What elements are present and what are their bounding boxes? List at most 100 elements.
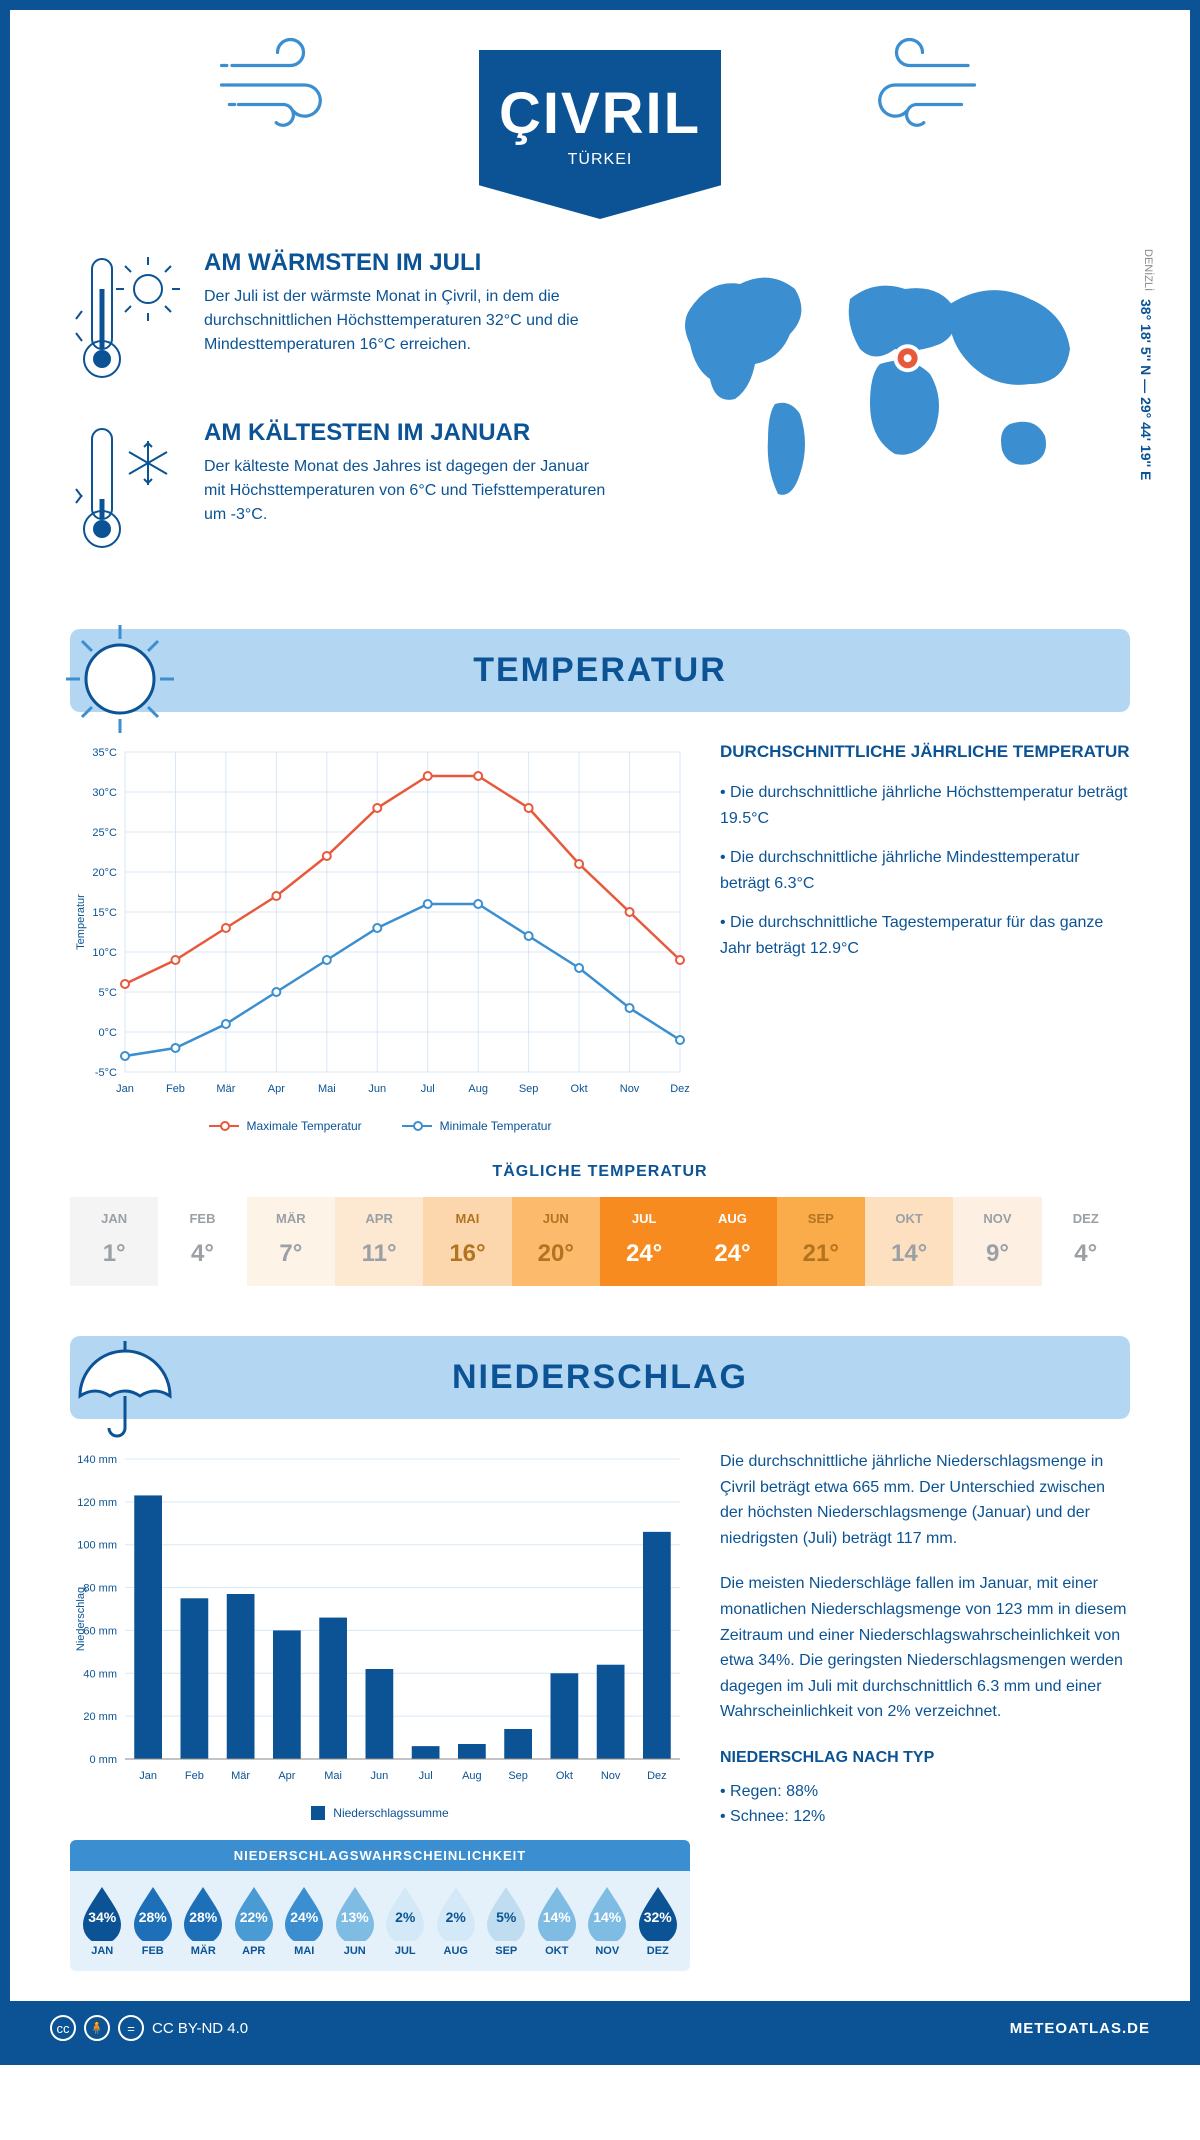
svg-text:30°C: 30°C: [92, 787, 117, 799]
temp-stats-title: DURCHSCHNITTLICHE JÄHRLICHE TEMPERATUR: [720, 742, 1130, 762]
daily-cell: OKT14°: [865, 1197, 953, 1286]
daily-cell: AUG24°: [688, 1197, 776, 1286]
by-icon: 🧍: [84, 2015, 110, 2041]
prob-cell: 14%OKT: [533, 1885, 582, 1957]
svg-text:Jun: Jun: [371, 1770, 389, 1782]
temp-stat-3: • Die durchschnittliche Tagestemperatur …: [720, 910, 1130, 961]
svg-text:0°C: 0°C: [99, 1027, 118, 1039]
prob-cell: 28%FEB: [129, 1885, 178, 1957]
svg-text:35°C: 35°C: [92, 747, 117, 759]
svg-text:Jan: Jan: [116, 1083, 134, 1095]
daily-temp-title: TÄGLICHE TEMPERATUR: [70, 1163, 1130, 1181]
wind-icon: [219, 30, 349, 140]
svg-text:40 mm: 40 mm: [83, 1668, 117, 1680]
cc-icon: cc: [50, 2015, 76, 2041]
legend-precip: Niederschlagssumme: [333, 1806, 448, 1820]
fact-warm-title: AM WÄRMSTEN IM JULI: [204, 249, 610, 277]
svg-text:20 mm: 20 mm: [83, 1711, 117, 1723]
fact-warm-text: Der Juli ist der wärmste Monat in Çivril…: [204, 285, 610, 357]
daily-cell: MAI16°: [423, 1197, 511, 1286]
precip-type-title: NIEDERSCHLAG NACH TYP: [720, 1745, 1130, 1771]
prob-cell: 2%AUG: [432, 1885, 481, 1957]
prob-cell: 5%SEP: [482, 1885, 531, 1957]
svg-text:Niederschlag: Niederschlag: [75, 1587, 87, 1651]
svg-text:Okt: Okt: [571, 1083, 588, 1095]
precip-p1: Die durchschnittliche jährliche Niedersc…: [720, 1449, 1130, 1551]
svg-text:Mär: Mär: [216, 1083, 235, 1095]
svg-text:15°C: 15°C: [92, 907, 117, 919]
svg-text:Nov: Nov: [601, 1770, 621, 1782]
temperature-title: TEMPERATUR: [473, 651, 727, 689]
svg-text:5°C: 5°C: [99, 987, 118, 999]
daily-cell: JUL24°: [600, 1197, 688, 1286]
fact-cold-title: AM KÄLTESTEN IM JANUAR: [204, 419, 610, 447]
precip-bar-chart: 0 mm 20 mm 40 mm 60 mm 80 mm 100 mm 120 mm 140 …: [70, 1449, 690, 1789]
svg-text:Jan: Jan: [139, 1770, 157, 1782]
country-label: TÜRKEI: [499, 151, 701, 169]
prob-cell: 34%JAN: [78, 1885, 127, 1957]
daily-cell: FEB4°: [158, 1197, 246, 1286]
svg-text:Jul: Jul: [419, 1770, 433, 1782]
prob-title: NIEDERSCHLAGSWAHRSCHEINLICHKEIT: [70, 1840, 690, 1871]
svg-text:Apr: Apr: [278, 1770, 295, 1782]
temperature-line-chart: -5°C 0°C 5°C 10°C 15°C 20°C 25°C 30°C 35°C Jan Feb…: [70, 742, 690, 1102]
license-label: CC BY-ND 4.0: [152, 2020, 248, 2037]
svg-text:Apr: Apr: [268, 1083, 285, 1095]
sun-icon: [60, 619, 180, 739]
precip-title: NIEDERSCHLAG: [452, 1358, 748, 1396]
footer: cc 🧍 = CC BY-ND 4.0 METEOATLAS.DE: [10, 2001, 1190, 2055]
temp-stat-1: • Die durchschnittliche jährliche Höchst…: [720, 780, 1130, 831]
svg-text:Aug: Aug: [462, 1770, 482, 1782]
precip-type-2: • Schnee: 12%: [720, 1804, 1130, 1830]
region-label: DENİZLİ: [1142, 249, 1154, 291]
svg-text:140 mm: 140 mm: [77, 1454, 117, 1466]
fact-coldest: AM KÄLTESTEN IM JANUAR Der kälteste Mona…: [70, 419, 610, 559]
legend-min: Minimale Temperatur: [440, 1119, 552, 1133]
svg-text:10°C: 10°C: [92, 947, 117, 959]
thermometer-snow-icon: [70, 419, 180, 559]
svg-text:Feb: Feb: [166, 1083, 185, 1095]
fact-cold-text: Der kälteste Monat des Jahres ist dagege…: [204, 455, 610, 527]
svg-text:60 mm: 60 mm: [83, 1625, 117, 1637]
nd-icon: =: [118, 2015, 144, 2041]
svg-text:Jul: Jul: [421, 1083, 435, 1095]
temperature-banner: TEMPERATUR: [70, 629, 1130, 712]
svg-text:25°C: 25°C: [92, 827, 117, 839]
header-banner: ÇIVRIL TÜRKEI: [479, 50, 721, 219]
world-map: DENİZLİ 38° 18' 5'' N — 29° 44' 19'' E: [650, 249, 1130, 589]
daily-cell: NOV9°: [953, 1197, 1041, 1286]
svg-text:120 mm: 120 mm: [77, 1497, 117, 1509]
svg-text:0 mm: 0 mm: [90, 1754, 118, 1766]
daily-cell: DEZ4°: [1042, 1197, 1130, 1286]
temp-stat-2: • Die durchschnittliche jährliche Mindes…: [720, 845, 1130, 896]
svg-text:Okt: Okt: [556, 1770, 573, 1782]
prob-cell: 24%MAI: [280, 1885, 329, 1957]
svg-text:80 mm: 80 mm: [83, 1583, 117, 1595]
svg-text:-5°C: -5°C: [95, 1067, 117, 1079]
daily-temp-row: JAN1°FEB4°MÄR7°APR11°MAI16°JUN20°JUL24°A…: [70, 1197, 1130, 1286]
prob-cell: 14%NOV: [583, 1885, 632, 1957]
svg-text:Dez: Dez: [670, 1083, 690, 1095]
daily-cell: JAN1°: [70, 1197, 158, 1286]
daily-cell: JUN20°: [512, 1197, 600, 1286]
wind-icon: [851, 30, 981, 140]
svg-text:Mai: Mai: [324, 1770, 342, 1782]
daily-cell: APR11°: [335, 1197, 423, 1286]
svg-text:Temperatur: Temperatur: [75, 894, 87, 950]
prob-cell: 22%APR: [230, 1885, 279, 1957]
svg-text:Jun: Jun: [368, 1083, 386, 1095]
precip-banner: NIEDERSCHLAG: [70, 1336, 1130, 1419]
precip-probability-box: NIEDERSCHLAGSWAHRSCHEINLICHKEIT 34%JAN28…: [70, 1840, 690, 1971]
prob-cell: 28%MÄR: [179, 1885, 228, 1957]
svg-text:Dez: Dez: [647, 1770, 667, 1782]
city-title: ÇIVRIL: [499, 80, 701, 147]
coords-label: 38° 18' 5'' N — 29° 44' 19'' E: [1138, 299, 1154, 480]
legend-max: Maximale Temperatur: [247, 1119, 362, 1133]
svg-text:100 mm: 100 mm: [77, 1540, 117, 1552]
svg-text:Feb: Feb: [185, 1770, 204, 1782]
svg-text:20°C: 20°C: [92, 867, 117, 879]
svg-text:Aug: Aug: [468, 1083, 488, 1095]
thermometer-sun-icon: [70, 249, 180, 389]
svg-text:Nov: Nov: [620, 1083, 640, 1095]
prob-cell: 32%DEZ: [634, 1885, 683, 1957]
